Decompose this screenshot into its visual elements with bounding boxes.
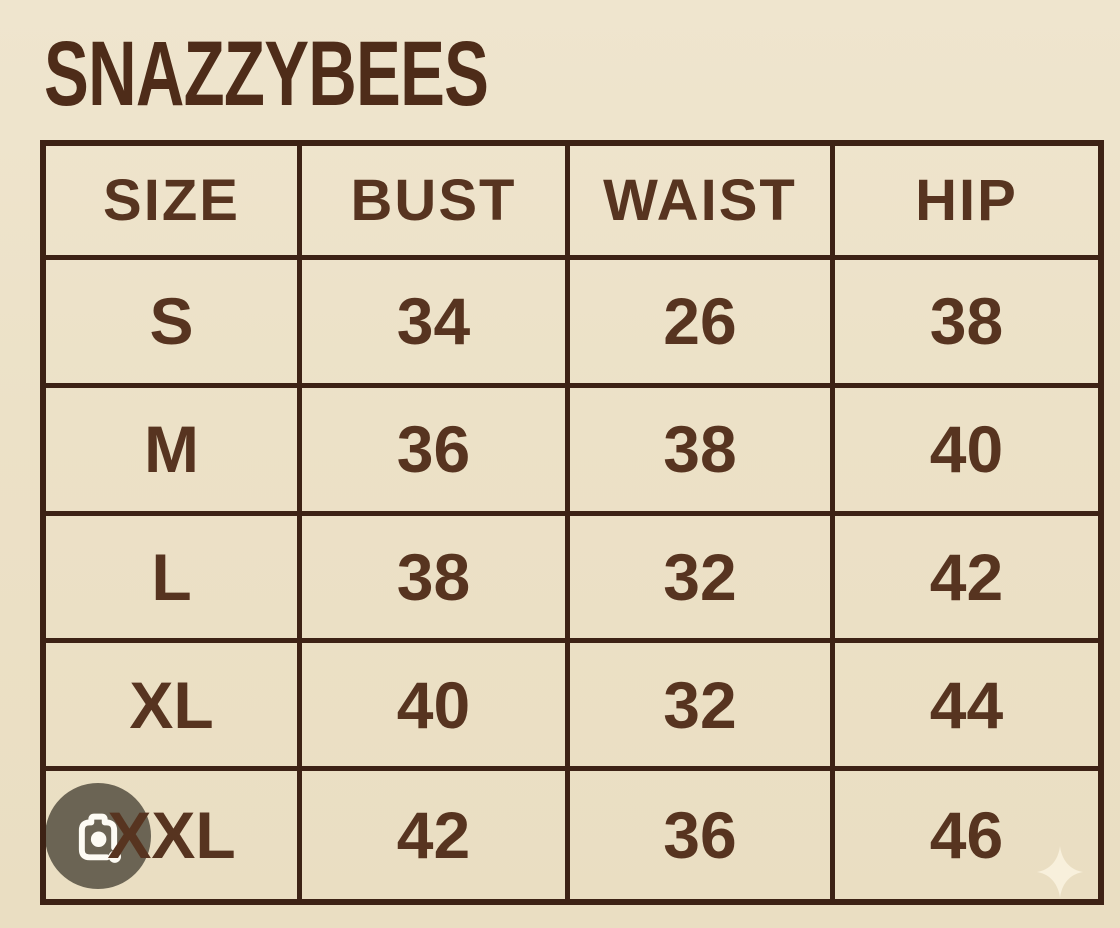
cell-m-waist: 38 bbox=[570, 387, 835, 516]
cell-s-hip: 38 bbox=[835, 260, 1098, 388]
size-chart-table: SIZE BUST WAIST HIP S 34 26 38 M 36 38 4… bbox=[40, 140, 1104, 905]
cell-l-waist: 32 bbox=[570, 515, 835, 644]
cell-xxl-bust: 42 bbox=[302, 771, 570, 899]
brand-title: SNAZZYBEES bbox=[44, 23, 489, 125]
cell-xxl-size: XXL bbox=[46, 771, 302, 899]
cell-m-size: M bbox=[46, 387, 302, 516]
cell-s-bust: 34 bbox=[302, 260, 570, 388]
cell-s-size: S bbox=[46, 260, 302, 388]
cell-l-size: L bbox=[46, 515, 302, 644]
cell-m-hip: 40 bbox=[835, 388, 1098, 516]
cell-xxl-waist: 36 bbox=[570, 771, 835, 899]
header-waist: WAIST bbox=[570, 146, 835, 260]
cell-xl-bust: 40 bbox=[302, 643, 570, 772]
cell-m-bust: 36 bbox=[302, 387, 570, 516]
cell-l-hip: 42 bbox=[835, 516, 1098, 644]
header-hip: HIP bbox=[835, 146, 1098, 260]
cell-xl-hip: 44 bbox=[835, 643, 1098, 772]
cell-xl-size: XL bbox=[46, 643, 302, 772]
google-lens-button[interactable] bbox=[45, 783, 151, 889]
cell-l-bust: 38 bbox=[302, 515, 570, 644]
sparkle-icon bbox=[1036, 845, 1084, 899]
cell-xxl-hip: 46 bbox=[929, 798, 1004, 873]
cell-s-waist: 26 bbox=[570, 260, 835, 388]
camera-search-icon bbox=[78, 813, 121, 863]
cell-xl-waist: 32 bbox=[570, 643, 835, 772]
header-size: SIZE bbox=[46, 146, 302, 260]
header-bust: BUST bbox=[302, 146, 570, 260]
